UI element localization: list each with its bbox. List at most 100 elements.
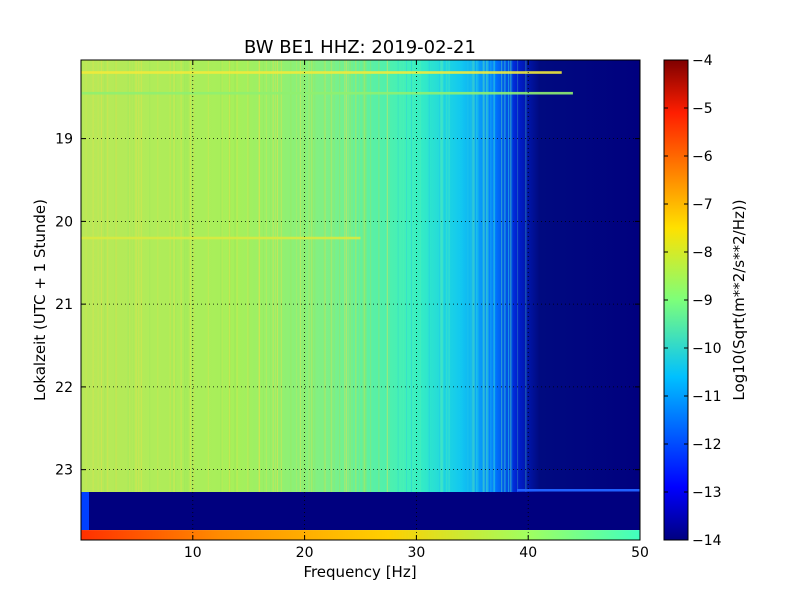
streak bbox=[442, 60, 444, 492]
streak bbox=[324, 60, 326, 492]
streak bbox=[471, 60, 473, 492]
streak bbox=[362, 60, 364, 492]
colorbar-tick-label: −12 bbox=[692, 437, 722, 453]
x-tick-label: 20 bbox=[296, 545, 314, 561]
streak bbox=[314, 60, 316, 492]
streak bbox=[504, 60, 506, 492]
streak bbox=[129, 60, 131, 492]
streak bbox=[138, 60, 140, 492]
streak bbox=[330, 60, 332, 492]
colorbar-tick-label: −5 bbox=[692, 101, 713, 117]
x-axis: 10 20 30 40 50 bbox=[184, 60, 649, 561]
streak bbox=[473, 60, 475, 492]
streak bbox=[339, 60, 341, 492]
streak bbox=[444, 60, 446, 492]
streak bbox=[358, 60, 360, 492]
colorbar-label: Log10(Sqrt(m**2/s**2/Hz)) bbox=[730, 199, 748, 400]
line-feature bbox=[81, 71, 562, 74]
streak bbox=[400, 60, 402, 492]
streak bbox=[236, 60, 238, 492]
x-tick-label: 40 bbox=[519, 545, 537, 561]
streak bbox=[349, 60, 351, 492]
streak bbox=[508, 60, 510, 492]
gap-edge bbox=[81, 492, 89, 531]
streak bbox=[133, 60, 135, 492]
y-tick-label: 20 bbox=[55, 214, 73, 230]
streak bbox=[466, 60, 468, 492]
streak bbox=[331, 60, 333, 492]
streak bbox=[311, 60, 313, 492]
streak bbox=[296, 60, 298, 492]
streak bbox=[411, 60, 413, 492]
streak bbox=[505, 60, 507, 492]
streak bbox=[140, 60, 142, 492]
streak bbox=[363, 60, 365, 492]
streak bbox=[487, 60, 489, 492]
streak bbox=[386, 60, 388, 492]
streak bbox=[170, 60, 172, 492]
streak bbox=[220, 60, 222, 492]
y-axis: 19 20 21 22 23 bbox=[55, 132, 640, 479]
colorbar-tick-label: −6 bbox=[692, 149, 713, 165]
streak bbox=[114, 60, 116, 492]
streak bbox=[305, 60, 306, 492]
streak bbox=[448, 60, 450, 492]
streak bbox=[207, 60, 209, 492]
bottom-band bbox=[81, 530, 640, 540]
streak bbox=[351, 60, 353, 492]
streak bbox=[258, 60, 260, 492]
streak bbox=[311, 60, 313, 492]
streak bbox=[248, 60, 250, 492]
x-tick-label: 50 bbox=[631, 545, 649, 561]
streak bbox=[175, 60, 177, 492]
plot-frame bbox=[80, 59, 641, 541]
streak bbox=[135, 60, 137, 492]
streak bbox=[234, 60, 236, 492]
y-tick-label: 22 bbox=[55, 380, 73, 396]
streak bbox=[97, 60, 99, 492]
streak bbox=[183, 60, 185, 492]
streak bbox=[259, 60, 261, 492]
streak bbox=[482, 60, 484, 492]
streak bbox=[509, 60, 511, 492]
streak bbox=[517, 60, 519, 492]
streak bbox=[440, 60, 441, 492]
y-tick-label: 21 bbox=[55, 297, 73, 313]
chart-title: BW BE1 HHZ: 2019-02-21 bbox=[244, 37, 476, 58]
streak bbox=[487, 60, 488, 492]
streak bbox=[446, 60, 448, 492]
streak bbox=[370, 60, 372, 492]
streak bbox=[228, 60, 230, 492]
colorbar-tick-label: −9 bbox=[692, 293, 713, 309]
streak bbox=[485, 60, 487, 492]
streak bbox=[193, 60, 195, 492]
streak bbox=[157, 60, 159, 492]
streak bbox=[247, 60, 249, 492]
streak bbox=[477, 60, 479, 492]
streak bbox=[280, 60, 282, 492]
streak bbox=[511, 60, 513, 492]
streak bbox=[439, 60, 441, 492]
streak bbox=[299, 60, 301, 492]
streak bbox=[503, 60, 505, 492]
line-feature bbox=[81, 91, 573, 95]
streak bbox=[419, 60, 421, 492]
gap-band bbox=[81, 492, 640, 531]
streak bbox=[270, 60, 271, 492]
streak bbox=[309, 60, 311, 492]
streak bbox=[333, 60, 335, 492]
streak bbox=[402, 60, 404, 492]
streak bbox=[265, 60, 267, 492]
streak bbox=[470, 60, 471, 492]
line-feature bbox=[81, 236, 361, 240]
streak bbox=[348, 60, 350, 492]
streak bbox=[189, 60, 191, 492]
streak bbox=[85, 60, 87, 492]
streak bbox=[487, 60, 488, 492]
colorbar-tick-label: −11 bbox=[692, 389, 722, 405]
x-axis-label: Frequency [Hz] bbox=[303, 563, 416, 581]
streak bbox=[365, 60, 367, 492]
streak bbox=[180, 60, 182, 492]
grid-lines bbox=[81, 60, 640, 540]
streak bbox=[169, 60, 171, 492]
